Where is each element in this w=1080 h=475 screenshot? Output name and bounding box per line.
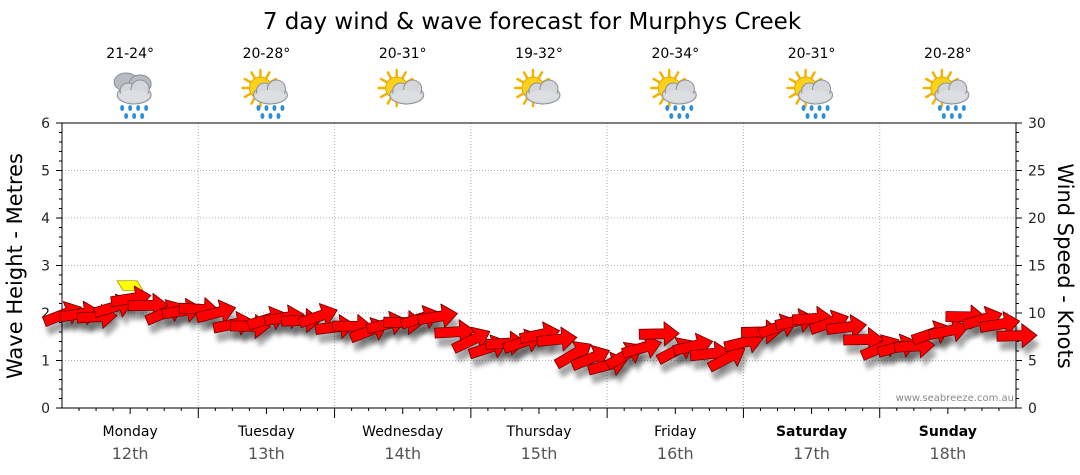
y-tick-label: 3: [41, 259, 50, 275]
day-temperature: 21-24°: [106, 46, 154, 62]
day-date-label: 15th: [521, 444, 558, 463]
y2-tick-label: 25: [1028, 164, 1046, 180]
sun-cloud-icon: [513, 68, 561, 108]
watermark: www.seabreeze.com.au: [896, 393, 1014, 404]
day-labels: Monday 12th Tuesday 13th Wednesday 14th Thursd…: [103, 424, 977, 463]
left-axis-title: Wave Height - Metres: [3, 153, 27, 379]
day-temperature: 20-31°: [788, 46, 836, 62]
day-name-label: Friday: [654, 424, 696, 440]
y2-tick-label: 0: [1028, 401, 1037, 417]
wind-arrow: [536, 326, 578, 352]
day-name-label: Monday: [103, 424, 158, 440]
y-tick-label: 2: [41, 306, 50, 322]
wind-arrow: [638, 321, 680, 347]
day-date-label: 16th: [657, 444, 694, 463]
y2-tick-label: 10: [1028, 306, 1046, 322]
day-name-label: Thursday: [505, 424, 571, 440]
day-temperature: 20-28°: [924, 46, 972, 62]
wind-arrow: [927, 317, 969, 343]
left-axis-ticks: 0 1 2 3 4 5 6: [41, 116, 62, 417]
y2-tick-label: 5: [1028, 354, 1037, 370]
day-name-label: Sunday: [919, 424, 977, 440]
day-date-label: 17th: [793, 444, 830, 463]
rain-cloud-icon: [113, 72, 152, 119]
y-tick-label: 1: [41, 354, 50, 370]
chart-title: 7 day wind & wave forecast for Murphys C…: [263, 9, 802, 35]
sun-cloud-showers-icon: [241, 68, 288, 119]
day-date-label: 18th: [929, 444, 966, 463]
y-tick-label: 6: [41, 116, 50, 132]
right-axis-ticks: 0 5 10 15 20 25 30: [1016, 116, 1046, 417]
sun-cloud-showers-icon: [650, 68, 697, 119]
right-axis-title: Wind Speed - Knots: [1053, 163, 1077, 368]
wind-arrow: [621, 334, 662, 359]
wind-arrow: [553, 341, 592, 370]
wind-arrow: [979, 311, 1021, 336]
wind-arrow: [996, 323, 1038, 349]
day-temperature: 20-28°: [243, 46, 291, 62]
y2-tick-label: 30: [1028, 116, 1046, 132]
day-name-label: Tuesday: [237, 424, 295, 440]
wind-arrows: [42, 280, 1038, 376]
sun-cloud-icon: [377, 68, 425, 108]
sun-cloud-showers-icon: [922, 68, 970, 119]
y-tick-label: 4: [41, 211, 50, 227]
day-name-label: Saturday: [776, 424, 847, 440]
y-tick-label: 5: [41, 164, 50, 180]
wind-arrow: [416, 303, 458, 329]
day-date-label: 13th: [248, 444, 285, 463]
wind-arrow: [297, 303, 338, 329]
sun-cloud-showers-icon: [786, 68, 834, 119]
day-temperature: 20-34°: [651, 46, 699, 62]
day-date-label: 12th: [112, 444, 149, 463]
wind-arrow: [195, 299, 237, 324]
day-temperature: 20-31°: [379, 46, 427, 62]
wind-arrow: [825, 314, 867, 339]
y2-tick-label: 15: [1028, 259, 1046, 275]
day-temperature: 19-32°: [515, 46, 563, 62]
y2-tick-label: 20: [1028, 211, 1046, 227]
grid-lines: [62, 123, 1016, 418]
y-tick-label: 0: [41, 401, 50, 417]
day-name-label: Wednesday: [362, 424, 443, 440]
day-headers: 21-24° 20-28° 20-31° 19-32° 20-34° 20-31° 20-2…: [106, 46, 972, 119]
day-date-label: 14th: [384, 444, 421, 463]
